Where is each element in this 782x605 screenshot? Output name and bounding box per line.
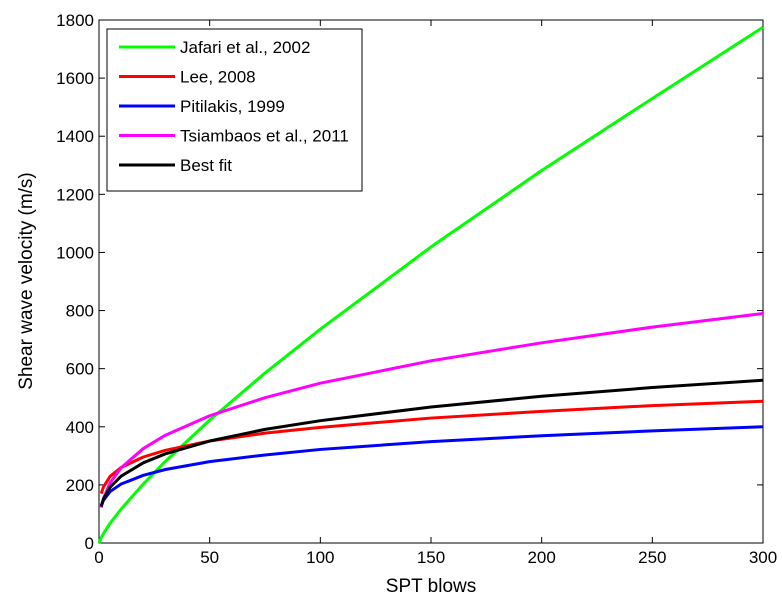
x-tick-label: 300 bbox=[749, 548, 777, 567]
legend-box bbox=[106, 28, 363, 192]
y-axis-label: Shear wave velocity (m/s) bbox=[16, 172, 37, 390]
legend-label: Best fit bbox=[180, 156, 232, 175]
x-axis-label: SPT blows bbox=[386, 576, 476, 597]
y-tick-label: 1600 bbox=[56, 69, 94, 88]
y-tick-label: 1400 bbox=[56, 127, 94, 146]
x-tick-label: 100 bbox=[306, 548, 334, 567]
x-tick-label: 50 bbox=[200, 548, 219, 567]
legend-label: Tsiambaos et al., 2011 bbox=[180, 127, 349, 146]
legend-label: Lee, 2008 bbox=[180, 68, 256, 87]
line-series bbox=[99, 311, 764, 508]
line-series bbox=[99, 425, 764, 507]
y-tick-label: 0 bbox=[85, 534, 94, 553]
line-series bbox=[99, 378, 764, 507]
y-tick-label: 1200 bbox=[56, 185, 94, 204]
y-tick-label: 800 bbox=[66, 302, 94, 321]
legend-label: Jafari et al., 2002 bbox=[180, 38, 310, 57]
line-series bbox=[97, 25, 764, 544]
y-tick-label: 400 bbox=[66, 418, 94, 437]
x-tick-label: 0 bbox=[94, 548, 103, 567]
y-tick-label: 1800 bbox=[56, 11, 94, 30]
y-tick-label: 1000 bbox=[56, 243, 94, 262]
x-tick-label: 200 bbox=[527, 548, 555, 567]
legend-label: Pitilakis, 1999 bbox=[180, 97, 285, 116]
y-tick-label: 600 bbox=[66, 360, 94, 379]
x-tick-label: 250 bbox=[638, 548, 666, 567]
x-tick-label: 150 bbox=[417, 548, 445, 567]
y-tick-label: 200 bbox=[66, 476, 94, 495]
